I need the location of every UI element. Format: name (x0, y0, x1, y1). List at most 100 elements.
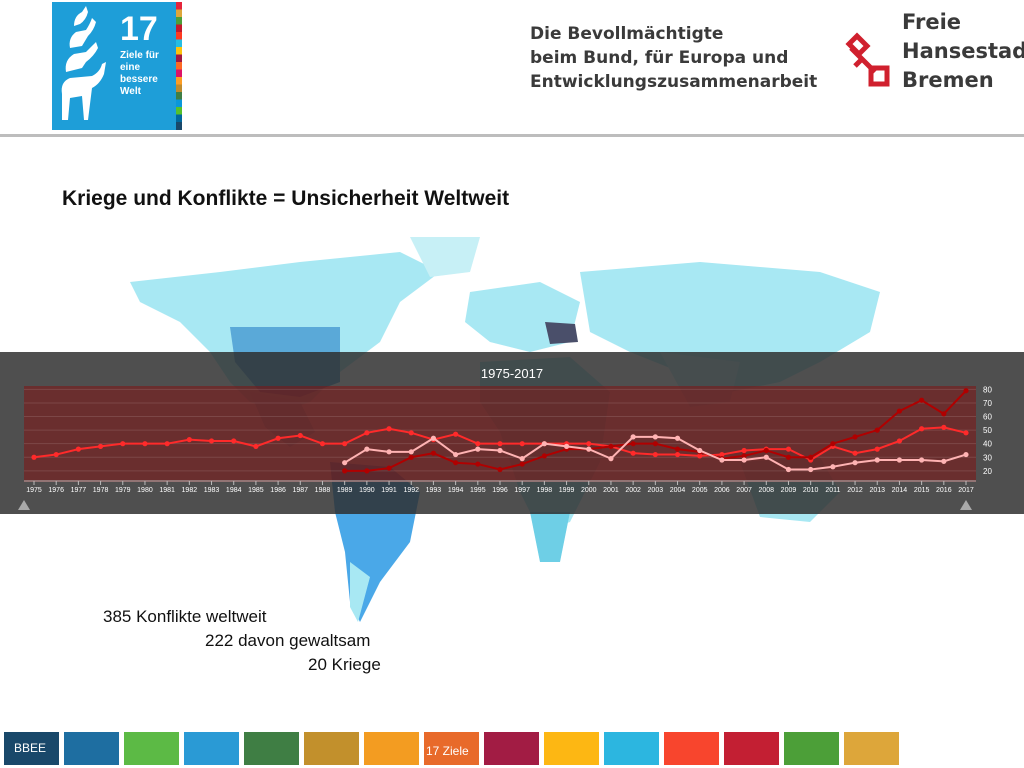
data-point[interactable] (430, 450, 437, 456)
data-point[interactable] (475, 441, 481, 447)
data-point[interactable] (874, 457, 880, 463)
data-point[interactable] (719, 451, 725, 458)
data-point[interactable] (364, 468, 370, 474)
data-point[interactable] (430, 435, 437, 441)
data-point[interactable] (919, 457, 925, 463)
data-point[interactable] (719, 457, 725, 463)
data-point[interactable] (808, 466, 814, 473)
data-point[interactable] (563, 443, 570, 450)
data-point[interactable] (874, 427, 880, 433)
data-point[interactable] (541, 453, 547, 459)
data-point[interactable] (741, 457, 747, 463)
data-point[interactable] (941, 411, 947, 417)
data-point[interactable] (164, 441, 170, 447)
data-point[interactable] (630, 434, 636, 440)
footer-color-tile (544, 732, 599, 765)
data-point[interactable] (519, 461, 525, 467)
data-point[interactable] (253, 443, 259, 450)
range-end-handle[interactable] (960, 500, 972, 510)
data-point[interactable] (652, 434, 658, 440)
data-point[interactable] (475, 446, 481, 452)
data-point[interactable] (674, 451, 681, 458)
y-tick-label: 30 (983, 453, 992, 462)
data-point[interactable] (386, 449, 392, 455)
data-point[interactable] (630, 441, 636, 447)
x-tick-label: 1993 (426, 487, 442, 494)
data-point[interactable] (830, 441, 836, 447)
data-point[interactable] (741, 447, 747, 454)
data-point[interactable] (919, 426, 925, 432)
data-point[interactable] (763, 454, 769, 460)
data-point[interactable] (497, 441, 503, 447)
data-point[interactable] (963, 451, 969, 458)
data-point[interactable] (475, 461, 481, 467)
data-point[interactable] (697, 447, 703, 454)
data-point[interactable] (830, 464, 836, 470)
footer-color-tile (124, 732, 179, 765)
data-point[interactable] (231, 438, 237, 444)
data-point[interactable] (674, 435, 681, 441)
data-point[interactable] (275, 435, 281, 441)
data-point[interactable] (342, 460, 348, 466)
data-point[interactable] (208, 438, 215, 444)
data-point[interactable] (408, 454, 414, 460)
data-point[interactable] (586, 446, 592, 452)
data-point[interactable] (541, 441, 547, 447)
data-point[interactable] (497, 447, 503, 454)
data-point[interactable] (785, 454, 792, 460)
data-point[interactable] (386, 426, 392, 432)
data-point[interactable] (453, 431, 459, 437)
data-point[interactable] (53, 451, 59, 458)
data-point[interactable] (386, 465, 392, 471)
data-point[interactable] (763, 447, 769, 454)
data-point[interactable] (75, 446, 81, 452)
data-point[interactable] (408, 449, 414, 455)
data-point[interactable] (808, 454, 814, 460)
data-point[interactable] (408, 430, 414, 436)
data-point[interactable] (97, 443, 104, 450)
data-point[interactable] (31, 454, 37, 460)
data-point[interactable] (652, 451, 658, 458)
data-point[interactable] (586, 441, 592, 447)
footer-color-tile (184, 732, 239, 765)
data-point[interactable] (896, 438, 903, 444)
data-point[interactable] (963, 430, 969, 436)
data-point[interactable] (142, 441, 148, 447)
data-point[interactable] (297, 432, 303, 439)
data-point[interactable] (608, 456, 614, 462)
data-point[interactable] (852, 434, 858, 440)
data-point[interactable] (941, 458, 947, 464)
data-point[interactable] (896, 457, 903, 463)
data-point[interactable] (120, 441, 126, 447)
data-point[interactable] (519, 456, 525, 462)
data-point[interactable] (364, 430, 370, 436)
data-point[interactable] (652, 441, 658, 447)
sdg-footer-bar: BBEE 17 Ziele 11 (0, 732, 1024, 768)
data-point[interactable] (319, 441, 326, 447)
data-point[interactable] (497, 466, 503, 473)
range-start-handle[interactable] (18, 500, 30, 510)
data-point[interactable] (785, 466, 792, 473)
footer-color-tile (244, 732, 299, 765)
data-point[interactable] (453, 460, 459, 466)
data-point[interactable] (697, 453, 703, 459)
data-point[interactable] (186, 437, 192, 443)
data-point[interactable] (874, 446, 880, 452)
data-point[interactable] (963, 388, 969, 394)
data-point[interactable] (741, 453, 747, 459)
data-point[interactable] (674, 446, 681, 452)
x-tick-label: 2010 (803, 487, 819, 494)
data-point[interactable] (785, 446, 792, 452)
data-point[interactable] (630, 450, 636, 456)
data-point[interactable] (919, 397, 925, 403)
data-point[interactable] (519, 441, 525, 447)
data-point[interactable] (342, 468, 348, 474)
data-point[interactable] (364, 446, 370, 452)
data-point[interactable] (852, 450, 858, 456)
data-point[interactable] (342, 441, 348, 447)
data-point[interactable] (608, 443, 614, 450)
data-point[interactable] (453, 451, 459, 458)
data-point[interactable] (941, 424, 947, 430)
data-point[interactable] (896, 408, 903, 414)
data-point[interactable] (852, 460, 858, 466)
